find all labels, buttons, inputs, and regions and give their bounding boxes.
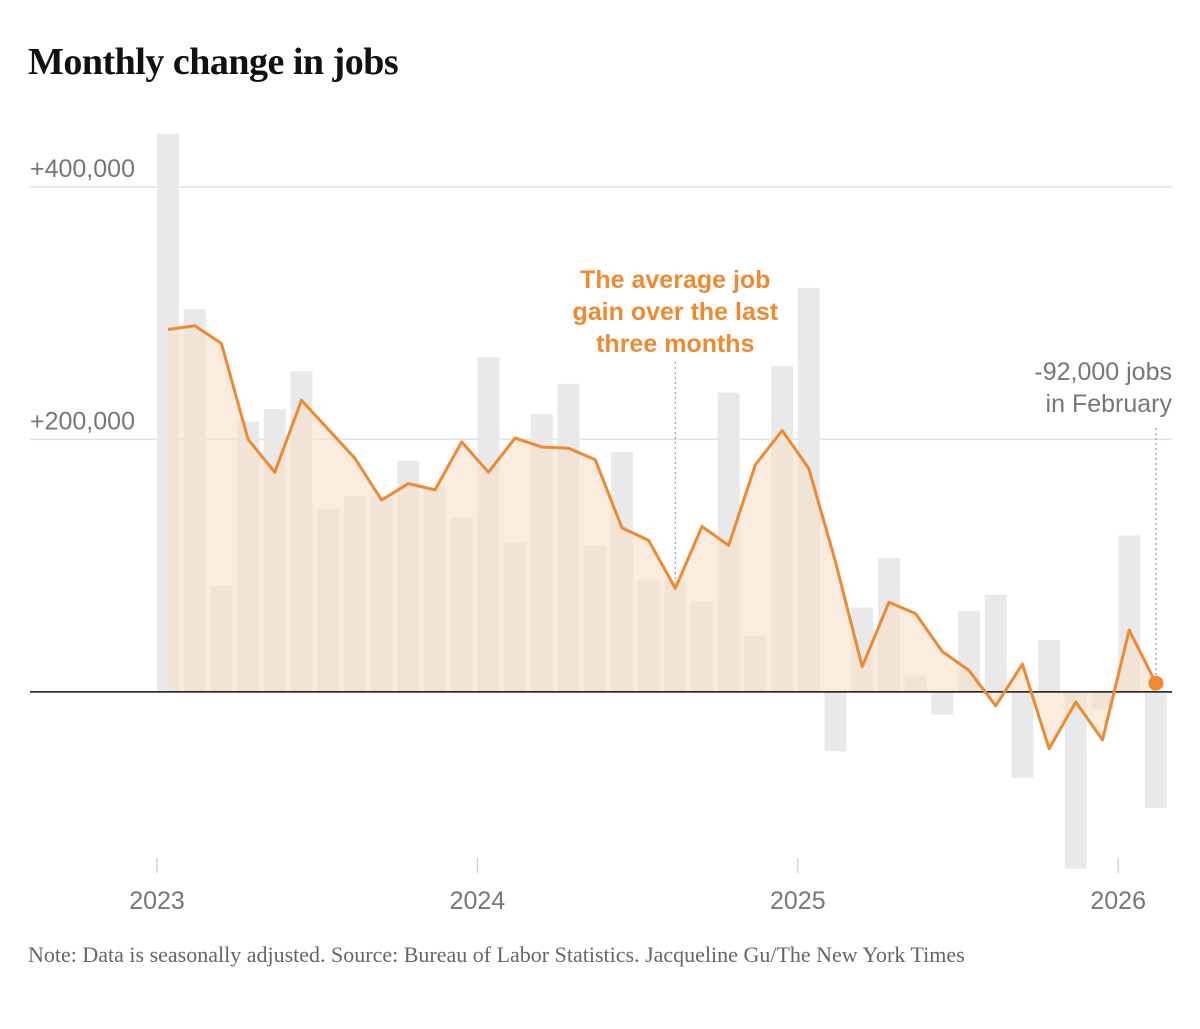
x-tick-label: 2023 <box>129 887 185 915</box>
y-axis-labels: +400,000 +200,000 <box>30 155 135 436</box>
latest-annotation-text: in February <box>1046 390 1173 418</box>
average-area <box>168 325 1156 749</box>
monthly-bar <box>1144 691 1167 809</box>
source-text: Source: Bureau of Labor Statistics. <box>331 942 640 967</box>
x-axis-labels: 2023 2024 2025 2026 <box>129 858 1146 915</box>
monthly-bar <box>984 594 1007 692</box>
y-tick-label: +200,000 <box>30 407 135 435</box>
monthly-bar <box>1011 691 1034 778</box>
monthly-bar <box>824 691 847 752</box>
monthly-bar <box>1038 640 1061 692</box>
note-text: Note: Data is seasonally adjusted. <box>28 942 326 967</box>
chart-title: Monthly change in jobs <box>28 41 399 83</box>
average-line <box>167 324 1164 751</box>
average-annotation-text: The average job <box>580 266 770 294</box>
annotations: The average job gain over the last three m… <box>572 266 1173 676</box>
monthly-bar <box>1064 691 1087 869</box>
y-tick-label: +400,000 <box>30 155 135 183</box>
x-tick-label: 2026 <box>1090 887 1146 915</box>
average-area-fill <box>168 325 1156 749</box>
average-annotation-text: three months <box>596 330 754 358</box>
x-tick-label: 2024 <box>450 887 506 915</box>
source-note: Note: Data is seasonally adjusted. Sourc… <box>28 938 1158 971</box>
latest-point <box>1148 675 1164 691</box>
average-annotation-text: gain over the last <box>572 298 778 326</box>
latest-annotation-text: -92,000 jobs <box>1034 358 1172 386</box>
credit-text: Jacqueline Gu/The New York Times <box>645 942 965 967</box>
average-line-path <box>167 324 1158 751</box>
monthly-bar <box>931 691 954 715</box>
x-tick-label: 2025 <box>770 887 826 915</box>
